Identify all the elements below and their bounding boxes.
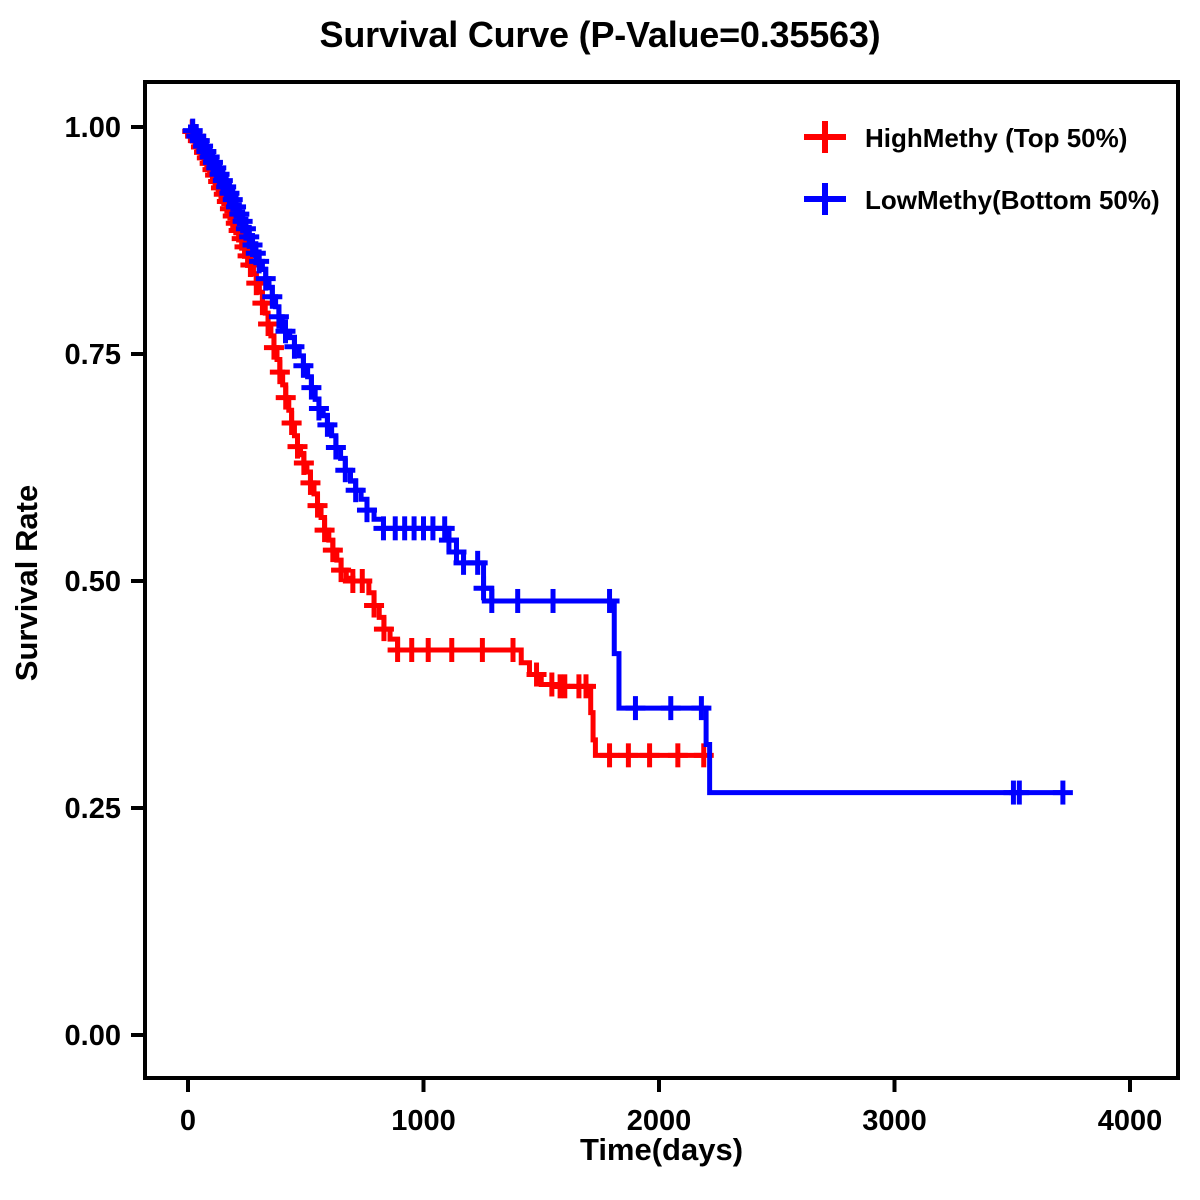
y-tick-label: 0.50 (65, 566, 121, 598)
legend-label: HighMethy (Top 50%) (865, 123, 1127, 153)
y-tick-label: 0.75 (65, 339, 121, 371)
legend-item[interactable]: HighMethy (Top 50%) (804, 121, 1127, 153)
legend-plus-marker-icon (804, 121, 846, 153)
plot-frame (143, 80, 1180, 1080)
x-tick-label: 2000 (627, 1105, 692, 1137)
y-tick-label: 0.25 (65, 793, 121, 825)
legend: HighMethy (Top 50%) LowMethy(Bottom 50%) (804, 121, 1160, 215)
x-axis-label: Time(days) (579, 1132, 744, 1167)
x-tick-label: 4000 (1098, 1105, 1163, 1137)
y-tick-label: 0.00 (65, 1020, 121, 1052)
legend-item[interactable]: LowMethy(Bottom 50%) (804, 183, 1160, 215)
series-layer (182, 118, 1073, 805)
x-tick-label: 1000 (391, 1105, 456, 1137)
x-tick-label: 3000 (862, 1105, 927, 1137)
censor-marks (182, 118, 1073, 805)
page-title: Survival Curve (P-Value=0.35563) (319, 14, 881, 55)
legend-label: LowMethy(Bottom 50%) (865, 185, 1160, 215)
y-tick-label: 1.00 (65, 112, 121, 144)
x-tick-label: 0 (180, 1105, 196, 1137)
survival-curve-low (182, 118, 1073, 805)
axis-ticks: 0 1000 2000 3000 4000 0.00 0.25 0.50 0.75 1.00 (65, 112, 1163, 1137)
legend-plus-marker-icon (804, 183, 846, 215)
